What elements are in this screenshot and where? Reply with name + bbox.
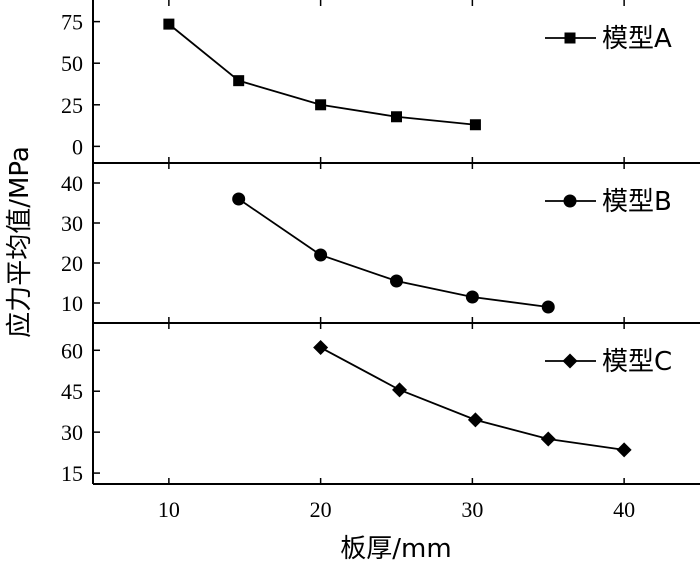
panel-3-data-point [467,412,483,428]
panel-1-data-point [469,119,481,131]
panel-2-y-tick-label: 40 [61,171,83,196]
panel-1-data-point [315,99,327,111]
panel-2-y-tick-label: 30 [61,211,83,236]
panel-3-y-tick-label: 30 [61,420,83,445]
panel-2-legend-label: 模型B [602,187,672,217]
x-tick-label: 10 [158,497,180,522]
plot-area: 0 25 50 75 模型A 10 20 30 40 模型B 15 30 45 60 模型C 10 20 30 40 [61,0,700,522]
panel-3-y-tick-label: 45 [61,379,83,404]
panel-3-data-point [616,442,632,458]
panel-3-data-point [540,431,556,447]
x-axis-title: 板厚/mm [340,534,451,564]
panel-2-data-point [541,300,555,314]
panel-1-y-tick-label: 50 [61,51,83,76]
panel-2-series-line [238,198,549,308]
panel-3-y-tick-label: 15 [61,461,83,486]
panel-1-data-point [233,75,245,87]
panel-2-legend-marker [563,194,577,208]
panel-3-legend-marker [562,353,578,369]
panel-3-data-point [392,382,408,398]
y-axis-title: 应力平均值/MPa [5,146,35,338]
panel-1-data-point [163,18,175,30]
x-tick-label: 40 [613,497,635,522]
x-tick-label: 20 [310,497,332,522]
x-tick-label: 30 [461,497,483,522]
panel-2-y-tick-label: 20 [61,251,83,276]
panel-3-data-point [313,340,329,356]
panel-2-data-point [465,290,479,304]
panel-3-series-line [320,346,625,451]
panel-1-data-point [391,111,402,123]
panel-2-data-point [314,248,328,262]
panel-1-legend-label: 模型A [602,24,672,54]
panel-2-data-point [232,192,246,206]
panel-2-data-point [390,274,403,288]
panel-3-y-tick-label: 60 [61,338,83,363]
panel-2-y-tick-label: 10 [61,291,83,316]
panel-1-y-tick-label: 0 [72,134,83,159]
panel-3-legend-label: 模型C [602,347,672,377]
panel-1-legend-marker [564,32,576,44]
panel-1-y-tick-label: 25 [61,93,83,118]
panel-1-y-tick-label: 75 [61,10,83,35]
